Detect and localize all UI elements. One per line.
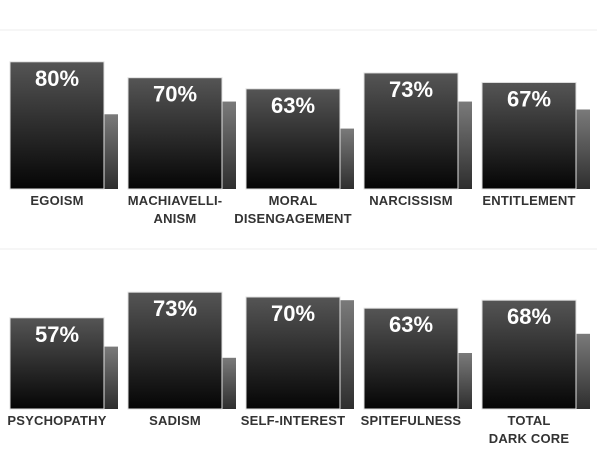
bar	[245, 296, 341, 410]
category-label: MACHIAVELLI- ANISM	[127, 193, 223, 226]
category-label: NARCISSISM	[369, 193, 453, 208]
category-label: EGOISM	[30, 193, 84, 208]
value-label: 80%	[35, 66, 79, 91]
category-label: SELF-INTEREST	[240, 413, 346, 428]
category-label: ENTITLEMENT	[482, 193, 576, 208]
category-label: TOTAL DARK CORE	[488, 413, 570, 446]
bar	[363, 72, 459, 190]
bar	[9, 317, 105, 410]
bar	[9, 61, 105, 190]
value-label: 70%	[153, 82, 197, 107]
bar	[481, 81, 577, 190]
value-label: 68%	[507, 304, 551, 329]
bar	[363, 307, 459, 410]
value-label: 57%	[35, 322, 79, 347]
value-label: 73%	[153, 296, 197, 321]
bar	[481, 299, 577, 410]
bar	[245, 88, 341, 190]
category-label: MORAL DISENGAGEMENT	[234, 193, 352, 226]
value-label: 63%	[389, 312, 433, 337]
bar	[127, 291, 223, 410]
bar	[127, 77, 223, 190]
category-label: PSYCHOPATHY	[7, 413, 107, 428]
value-label: 70%	[271, 301, 315, 326]
value-label: 73%	[389, 77, 433, 102]
value-label: 63%	[271, 93, 315, 118]
category-label: SPITEFULNESS	[360, 413, 462, 428]
category-label: SADISM	[149, 413, 201, 428]
value-label: 67%	[507, 86, 551, 111]
